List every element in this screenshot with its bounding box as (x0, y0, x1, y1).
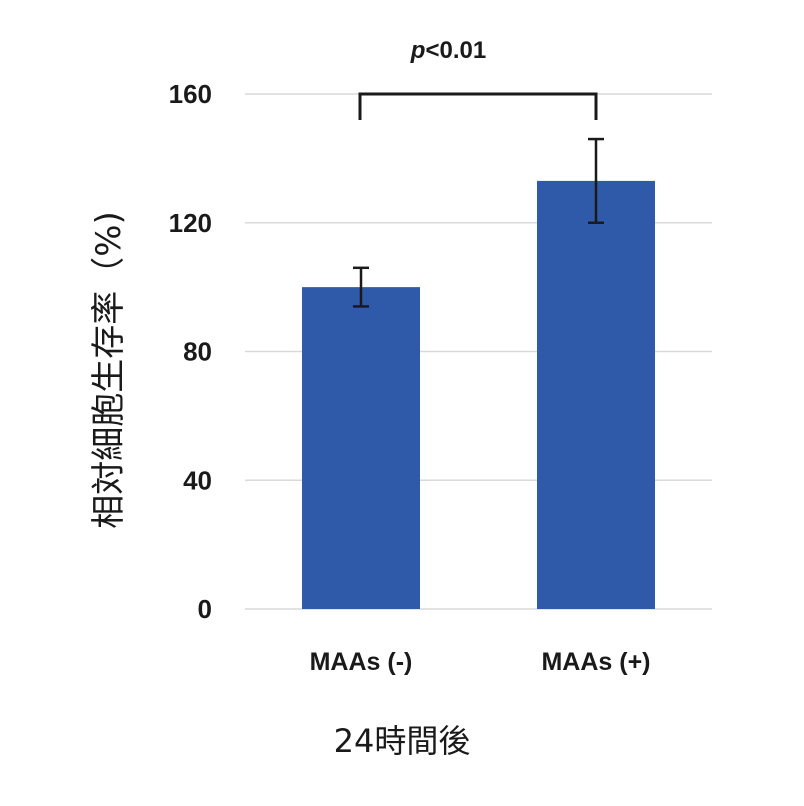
y-tick-label: 40 (183, 465, 212, 495)
significance-bracket-line (358, 92, 598, 120)
y-axis-label: 相対細胞生存率（%) (89, 211, 129, 529)
y-tick-labels: 0 40 80 120 160 (169, 79, 212, 624)
y-tick-label: 120 (169, 208, 212, 238)
y-tick-label: 0 (198, 594, 212, 624)
y-tick-label: 160 (169, 79, 212, 109)
bars (302, 180, 655, 609)
x-category-label: MAAs (+) (541, 648, 650, 676)
y-tick-label: 80 (183, 337, 212, 367)
significance-label: p<0.01 (410, 37, 486, 64)
error-bar (353, 266, 369, 308)
error-bar (588, 137, 604, 224)
significance-bracket: p<0.01 (358, 37, 598, 120)
bar (537, 180, 655, 609)
p-threshold: <0.01 (425, 37, 486, 64)
x-axis-label: 24時間後 (334, 722, 471, 760)
x-category-label: MAAs (-) (310, 648, 413, 676)
x-category-labels: MAAs (-) MAAs (+) (310, 648, 651, 676)
p-symbol: p (410, 37, 426, 64)
bar (302, 287, 420, 609)
error-bars (353, 137, 604, 308)
